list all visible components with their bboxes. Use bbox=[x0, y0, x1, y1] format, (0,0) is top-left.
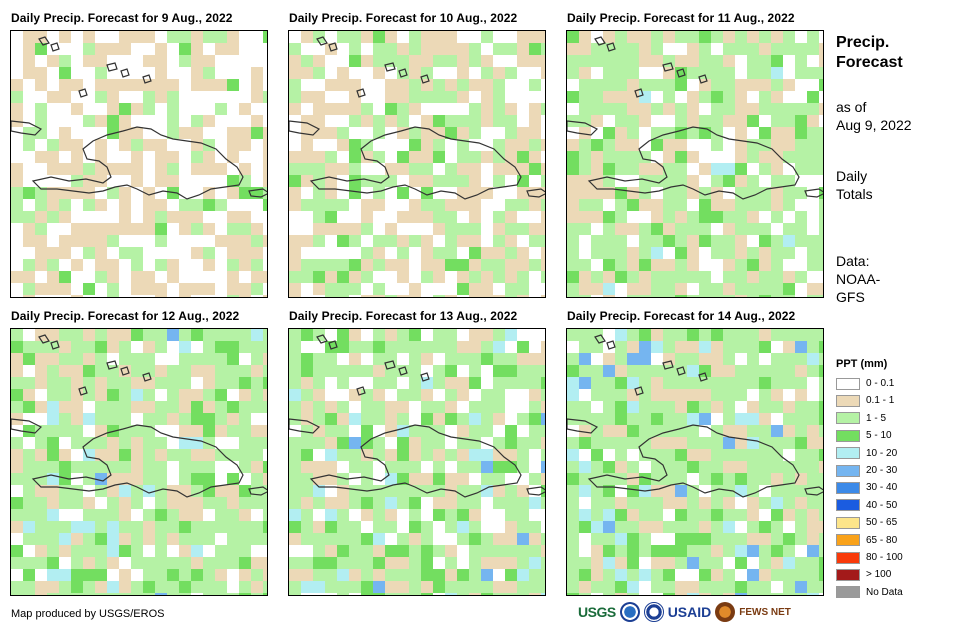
legend-item: 5 - 10 bbox=[836, 428, 892, 443]
usaid-logo: USAID bbox=[667, 604, 712, 620]
map-title: Precip. Forecast bbox=[836, 34, 903, 71]
forecast-map-4 bbox=[10, 328, 268, 596]
forecast-map-2 bbox=[288, 30, 546, 298]
legend-item: 65 - 80 bbox=[836, 533, 897, 548]
legend-item: 20 - 30 bbox=[836, 463, 897, 478]
legend-label: 80 - 100 bbox=[866, 552, 903, 563]
legend-label: 5 - 10 bbox=[866, 430, 892, 442]
nasa-seal-icon bbox=[643, 602, 664, 622]
coastline-outline bbox=[11, 334, 267, 498]
coastline-outline bbox=[289, 36, 545, 200]
legend-label: 50 - 65 bbox=[866, 517, 898, 529]
data-source: Data: NOAA- GFS bbox=[836, 253, 881, 305]
legend-swatch bbox=[836, 412, 860, 425]
legend-item: 40 - 50 bbox=[836, 498, 897, 513]
legend-swatch bbox=[836, 429, 860, 442]
forecast-map-1 bbox=[10, 30, 268, 298]
legend-swatch bbox=[836, 551, 860, 564]
panel-title-2: Daily Precip. Forecast for 10 Aug., 2022 bbox=[289, 11, 518, 25]
legend-label: 1 - 5 bbox=[866, 412, 887, 424]
coastline-outline bbox=[567, 36, 823, 200]
legend-swatch bbox=[836, 534, 860, 547]
legend-swatch bbox=[836, 377, 860, 390]
legend-label: No Data bbox=[866, 586, 903, 598]
legend-item: No Data bbox=[836, 585, 903, 600]
legend-swatch bbox=[836, 568, 860, 581]
partner-logos: USGS USAID FEWS NET bbox=[578, 602, 791, 622]
panel-title-1: Daily Precip. Forecast for 9 Aug., 2022 bbox=[11, 11, 233, 25]
legend-item: > 100 bbox=[836, 567, 891, 582]
legend-label: 10 - 20 bbox=[866, 447, 898, 459]
coastline-outline bbox=[11, 36, 267, 200]
legend-swatch bbox=[836, 481, 860, 494]
legend-swatch bbox=[836, 586, 860, 599]
panel-title-4: Daily Precip. Forecast for 12 Aug., 2022 bbox=[11, 309, 240, 323]
panel-title-6: Daily Precip. Forecast for 14 Aug., 2022 bbox=[567, 309, 796, 323]
legend-item: 1 - 5 bbox=[836, 411, 886, 426]
legend-label: 0.1 - 1 bbox=[866, 395, 895, 407]
legend-item: 30 - 40 bbox=[836, 480, 897, 495]
map-credit: Map produced by USGS/EROS bbox=[11, 608, 165, 620]
legend-swatch bbox=[836, 516, 860, 529]
fews-net-logo: FEWS NET bbox=[739, 606, 791, 618]
legend-item: 0 - 0.1 bbox=[836, 376, 894, 391]
legend-item: 0.1 - 1 bbox=[836, 393, 894, 408]
legend-label: 0 - 0.1 bbox=[866, 378, 895, 389]
legend-item: 50 - 65 bbox=[836, 515, 897, 530]
legend-swatch bbox=[836, 499, 860, 512]
coastline-outline bbox=[289, 334, 545, 498]
legend-label: 65 - 80 bbox=[866, 534, 898, 546]
legend-swatch bbox=[836, 394, 860, 407]
legend-swatch bbox=[836, 464, 860, 477]
as-of-date: as of Aug 9, 2022 bbox=[836, 99, 912, 133]
panel-title-3: Daily Precip. Forecast for 11 Aug., 2022 bbox=[567, 11, 795, 25]
legend-item: 10 - 20 bbox=[836, 446, 897, 461]
coastline-outline bbox=[567, 334, 823, 498]
legend-title: PPT (mm) bbox=[836, 358, 888, 370]
daily-totals-label: Daily Totals bbox=[836, 168, 873, 202]
fews-seal-icon bbox=[715, 602, 736, 622]
noaa-seal-icon bbox=[619, 602, 640, 622]
forecast-map-5 bbox=[288, 328, 546, 596]
panel-title-5: Daily Precip. Forecast for 13 Aug., 2022 bbox=[289, 309, 518, 323]
legend-item: 80 - 100 bbox=[836, 550, 903, 565]
legend-label: 40 - 50 bbox=[866, 499, 898, 511]
legend-label: 30 - 40 bbox=[866, 482, 898, 494]
legend-swatch bbox=[836, 447, 860, 460]
usgs-logo: USGS bbox=[578, 604, 616, 620]
legend-label: 20 - 30 bbox=[866, 465, 898, 476]
forecast-map-6 bbox=[566, 328, 824, 596]
legend-label: > 100 bbox=[866, 569, 892, 581]
forecast-map-3 bbox=[566, 30, 824, 298]
